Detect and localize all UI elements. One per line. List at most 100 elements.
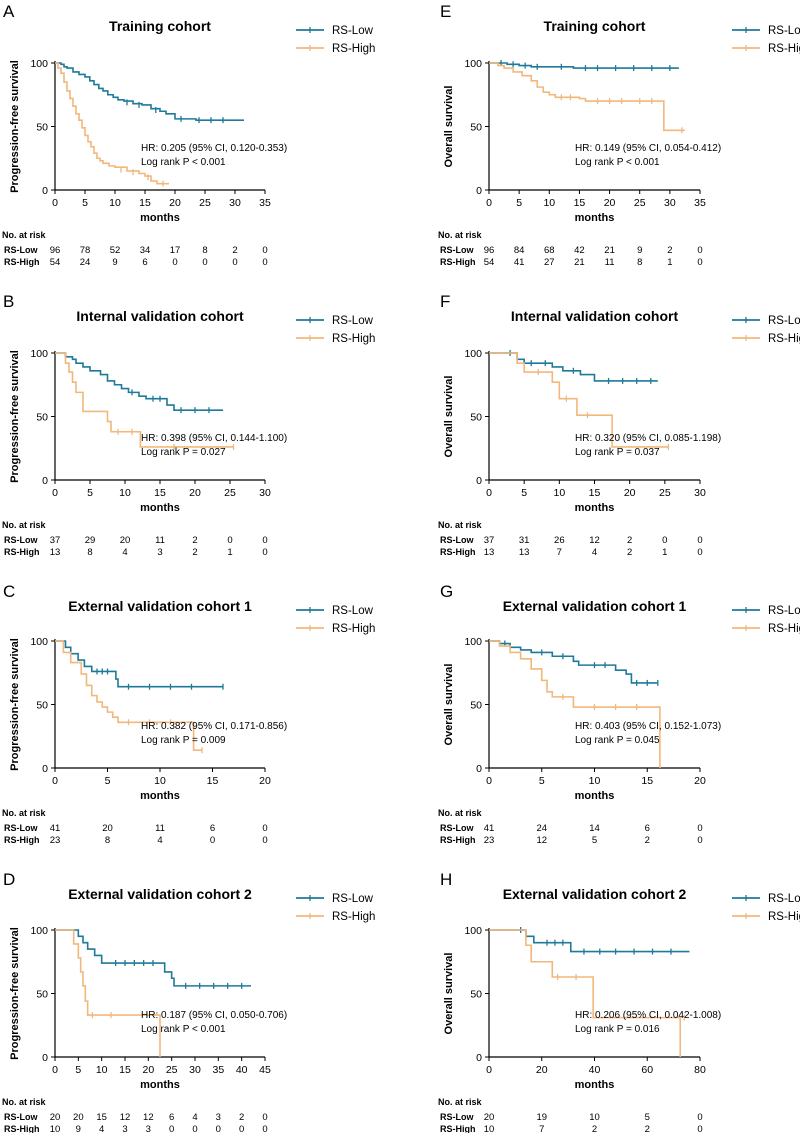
x-tick-label: 25 — [634, 197, 646, 209]
risk-row-label: RS-Low — [440, 1112, 474, 1122]
risk-count: 20 — [73, 1112, 84, 1123]
x-tick-label: 10 — [119, 487, 131, 499]
x-tick-label: 0 — [52, 775, 58, 787]
risk-count: 7 — [539, 1124, 544, 1133]
risk-count: 4 — [157, 835, 162, 846]
stat-annotation: HR: 0.398 (95% CI, 0.144-1.100) — [141, 433, 287, 444]
y-tick-label: 0 — [42, 763, 48, 775]
y-tick-label: 100 — [30, 58, 48, 70]
risk-count: 2 — [232, 245, 237, 256]
risk-count: 9 — [76, 1124, 81, 1133]
risk-table-header: No. at risk — [438, 1097, 483, 1107]
risk-count: 0 — [192, 1124, 197, 1133]
x-tick-label: 20 — [169, 197, 181, 209]
risk-count: 10 — [50, 1124, 61, 1133]
risk-count: 2 — [239, 1112, 244, 1123]
series-line-rs-high — [55, 929, 161, 1057]
panel-letter: C — [3, 582, 15, 601]
risk-count: 41 — [484, 823, 495, 834]
panel-letter: F — [440, 292, 450, 311]
y-tick-label: 100 — [30, 348, 48, 360]
x-tick-label: 0 — [486, 197, 492, 209]
x-tick-label: 15 — [574, 197, 586, 209]
risk-count: 26 — [554, 535, 565, 546]
y-tick-label: 0 — [476, 1052, 482, 1064]
legend-label: RS-High — [332, 911, 375, 923]
risk-count: 0 — [172, 257, 177, 268]
x-tick-label: 15 — [154, 487, 166, 499]
x-tick-label: 30 — [694, 487, 706, 499]
x-tick-label: 15 — [119, 1064, 131, 1076]
risk-count: 54 — [50, 257, 61, 268]
risk-row-label: RS-High — [440, 547, 476, 557]
risk-count: 10 — [484, 1124, 495, 1133]
y-tick-label: 50 — [470, 122, 482, 134]
risk-count: 2 — [645, 835, 650, 846]
x-tick-label: 5 — [75, 1064, 81, 1076]
series-line-rs-low — [489, 929, 690, 953]
risk-row-label: RS-High — [4, 1124, 40, 1133]
risk-count: 17 — [170, 245, 181, 256]
x-tick-label: 5 — [539, 775, 545, 787]
risk-row-label: RS-Low — [4, 1112, 38, 1122]
y-axis-label: Overall survival — [443, 953, 455, 1035]
risk-count: 27 — [544, 257, 555, 268]
risk-count: 2 — [192, 535, 197, 546]
chart-title: Internal validation cohort — [511, 308, 679, 324]
chart-title: Internal validation cohort — [76, 308, 244, 324]
x-tick-label: 35 — [694, 197, 706, 209]
risk-count: 0 — [202, 257, 207, 268]
legend-label: RS-Low — [768, 25, 800, 37]
series-line-rs-low — [489, 640, 658, 684]
risk-row-label: RS-High — [4, 257, 40, 267]
risk-count: 9 — [112, 257, 117, 268]
y-tick-label: 0 — [42, 185, 48, 197]
risk-count: 20 — [102, 823, 113, 834]
series-line-rs-low — [489, 62, 679, 69]
series-line-rs-high — [55, 352, 234, 448]
risk-count: 0 — [210, 835, 215, 846]
y-tick-label: 0 — [476, 475, 482, 487]
risk-count: 0 — [262, 535, 267, 546]
risk-count: 20 — [120, 535, 131, 546]
panel-letter: B — [3, 292, 14, 311]
x-tick-label: 10 — [96, 1064, 108, 1076]
x-tick-label: 25 — [659, 487, 671, 499]
x-tick-label: 5 — [82, 197, 88, 209]
risk-row-label: RS-High — [440, 1124, 476, 1133]
legend-label: RS-Low — [768, 893, 800, 905]
y-tick-label: 100 — [464, 348, 482, 360]
risk-count: 0 — [262, 1124, 267, 1133]
stat-annotation: Log rank P < 0.001 — [575, 157, 660, 168]
y-tick-label: 50 — [36, 989, 48, 1001]
risk-count: 0 — [262, 1112, 267, 1123]
risk-count: 2 — [667, 245, 672, 256]
risk-count: 1 — [227, 547, 232, 558]
stat-annotation: Log rank P = 0.037 — [575, 447, 660, 458]
risk-count: 0 — [262, 547, 267, 558]
risk-count: 0 — [262, 823, 267, 834]
x-axis-label: months — [575, 502, 615, 514]
x-axis-label: months — [575, 790, 615, 802]
risk-count: 4 — [192, 1112, 197, 1123]
y-axis-label: Progression-free survival — [9, 350, 21, 483]
x-tick-label: 20 — [624, 487, 636, 499]
risk-count: 1 — [662, 547, 667, 558]
risk-count: 2 — [627, 535, 632, 546]
risk-count: 2 — [627, 547, 632, 558]
risk-count: 41 — [514, 257, 525, 268]
x-axis-label: months — [140, 1079, 180, 1091]
x-tick-label: 20 — [536, 1064, 548, 1076]
risk-count: 37 — [50, 535, 61, 546]
chart-title: Training cohort — [544, 18, 646, 34]
x-tick-label: 0 — [486, 775, 492, 787]
risk-row-label: RS-High — [440, 835, 476, 845]
legend-label: RS-Low — [768, 605, 800, 617]
risk-row-label: RS-High — [4, 835, 40, 845]
risk-count: 0 — [697, 257, 702, 268]
risk-count: 31 — [519, 535, 530, 546]
x-axis-label: months — [575, 212, 615, 224]
